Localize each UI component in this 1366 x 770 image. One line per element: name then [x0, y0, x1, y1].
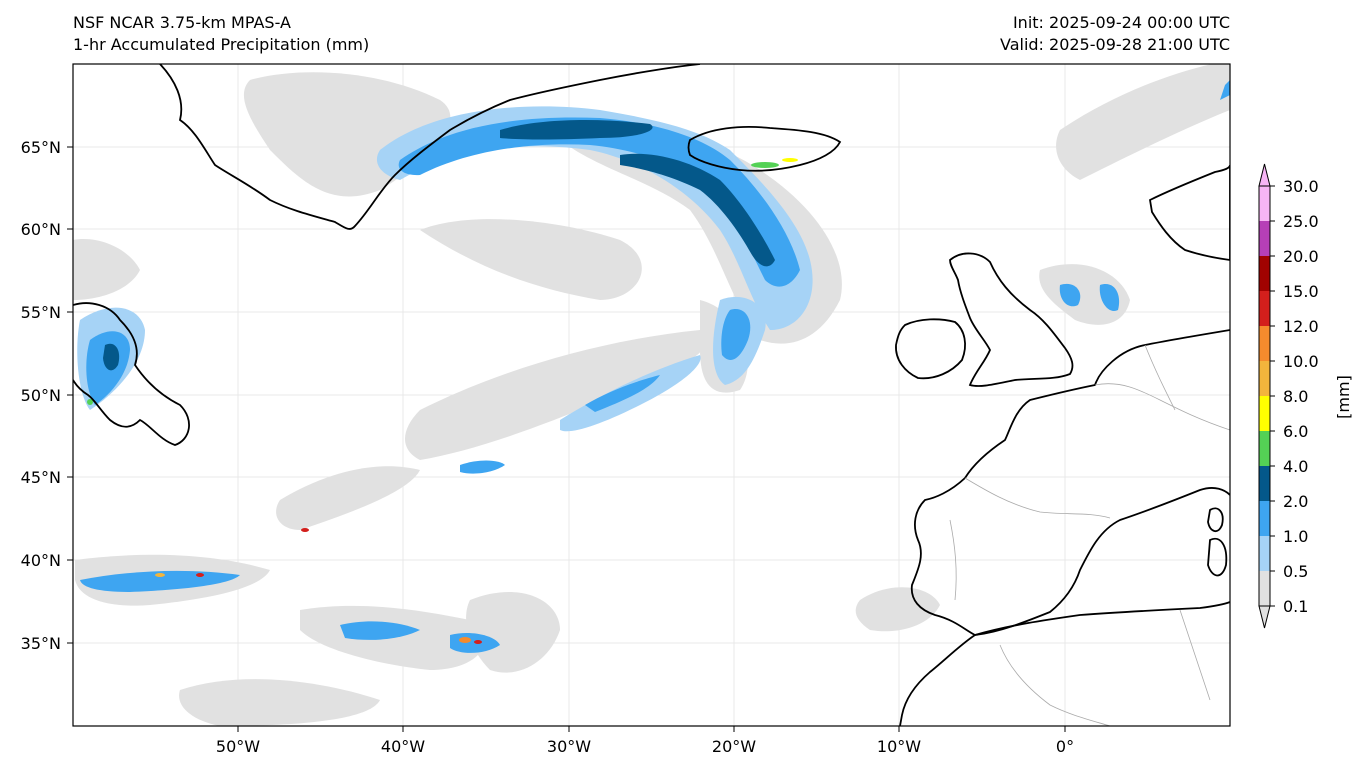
colorbar-segment [1259, 396, 1270, 431]
chart-header-right: Init: 2025-09-24 00:00 UTC Valid: 2025-0… [1000, 12, 1230, 56]
lat-ticks [67, 146, 73, 644]
lon-label-40w: 40°W [381, 737, 425, 756]
lat-label-55: 55°N [21, 303, 61, 322]
lon-ticks [237, 726, 1066, 732]
colorbar-segment [1259, 361, 1270, 396]
lat-label-60: 60°N [21, 220, 61, 239]
colorbar-level-label: 20.0 [1283, 247, 1319, 266]
lon-label-10w: 10°W [877, 737, 921, 756]
lon-label-0: 0° [1056, 737, 1074, 756]
lat-label-40: 40°N [21, 551, 61, 570]
lat-label-35: 35°N [21, 634, 61, 653]
colorbar-level-label: 25.0 [1283, 212, 1319, 231]
colorbar-segment [1259, 431, 1270, 466]
model-title: NSF NCAR 3.75-km MPAS-A [73, 13, 291, 32]
colorbar-level-label: 12.0 [1283, 317, 1319, 336]
map-area [73, 64, 1230, 726]
colorbar-segment [1259, 501, 1270, 536]
colorbar-segment [1259, 571, 1270, 606]
colorbar-segment [1259, 466, 1270, 501]
political-borders [949, 344, 1230, 726]
field-title: 1-hr Accumulated Precipitation (mm) [73, 35, 370, 54]
colorbar-level-label: 0.5 [1283, 562, 1308, 581]
colorbar-level-label: 0.1 [1283, 597, 1308, 616]
colorbar-segment [1259, 221, 1270, 256]
colorbar: 0.1 0.5 1.0 2.0 4.0 6.0 8.0 10.0 12.0 15.0 20.0 25.… [1258, 163, 1319, 629]
colorbar-segment [1259, 186, 1270, 221]
lat-label-65: 65°N [21, 138, 61, 157]
chart-header-left: NSF NCAR 3.75-km MPAS-A 1-hr Accumulated… [73, 12, 369, 56]
lon-label-30w: 30°W [547, 737, 591, 756]
lon-tick-labels: 50°W 40°W 30°W 20°W 10°W 0° [216, 737, 1074, 756]
colorbar-level-label: 2.0 [1283, 492, 1308, 511]
colorbar-extend-max [1258, 163, 1271, 187]
precip-dark-blue [103, 120, 775, 371]
colorbar-level-label: 15.0 [1283, 282, 1319, 301]
colorbar-segment [1259, 326, 1270, 361]
lat-label-50: 50°N [21, 386, 61, 405]
colorbar-level-label: 10.0 [1283, 352, 1319, 371]
colorbar-level-label: 6.0 [1283, 422, 1308, 441]
precip-spots [87, 158, 798, 644]
coastlines [73, 64, 1230, 726]
lat-tick-labels: 65°N 60°N 55°N 50°N 45°N 40°N 35°N [21, 138, 61, 653]
lon-label-20w: 20°W [712, 737, 756, 756]
valid-time: Valid: 2025-09-28 21:00 UTC [999, 35, 1230, 54]
colorbar-segment [1259, 256, 1270, 291]
lon-label-50w: 50°W [216, 737, 260, 756]
colorbar-segment [1259, 536, 1270, 571]
lat-label-45: 45°N [21, 468, 61, 487]
colorbar-level-label: 4.0 [1283, 457, 1308, 476]
colorbar-unit-label: [mm] [1334, 375, 1353, 419]
colorbar-segment [1259, 291, 1270, 326]
colorbar-level-label: 8.0 [1283, 387, 1308, 406]
colorbar-level-label: 30.0 [1283, 177, 1319, 196]
init-time: Init: 2025-09-24 00:00 UTC [1012, 13, 1230, 32]
colorbar-level-label: 1.0 [1283, 527, 1308, 546]
colorbar-extend-min [1258, 605, 1271, 629]
